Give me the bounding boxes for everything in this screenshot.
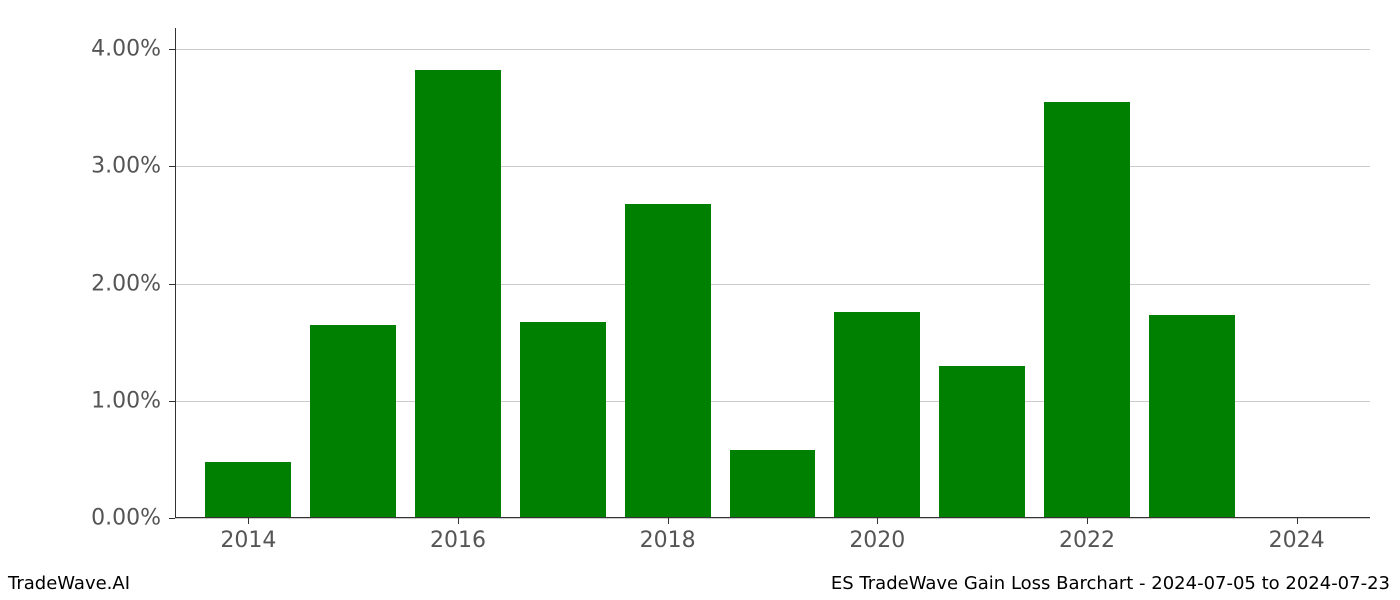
x-tick-label: 2014 bbox=[220, 518, 276, 553]
bar bbox=[520, 322, 606, 518]
y-tick-label: 1.00% bbox=[91, 388, 175, 413]
y-gridline bbox=[175, 518, 1370, 519]
x-tick-label: 2022 bbox=[1059, 518, 1115, 553]
bar bbox=[625, 204, 711, 518]
y-tick-label: 4.00% bbox=[91, 37, 175, 62]
x-tick-label: 2020 bbox=[849, 518, 905, 553]
axis-spine-left bbox=[175, 28, 176, 518]
chart-canvas: 0.00% 1.00% 2.00% 3.00% 4.00% 2014 2016 2018 202… bbox=[0, 0, 1400, 600]
bar bbox=[205, 462, 291, 518]
footer-left-text: TradeWave.AI bbox=[8, 573, 130, 594]
bar bbox=[415, 70, 501, 518]
y-tick-label: 0.00% bbox=[91, 506, 175, 531]
bar bbox=[834, 312, 920, 518]
axis-spine-bottom bbox=[175, 517, 1370, 518]
y-tick-label: 3.00% bbox=[91, 154, 175, 179]
bar bbox=[310, 325, 396, 518]
bar bbox=[1149, 315, 1235, 518]
x-tick-label: 2016 bbox=[430, 518, 486, 553]
plot-area: 0.00%1.00%2.00%3.00%4.00%201420162018202… bbox=[175, 28, 1370, 518]
x-tick-label: 2024 bbox=[1269, 518, 1325, 553]
x-tick-label: 2018 bbox=[640, 518, 696, 553]
y-gridline bbox=[175, 49, 1370, 50]
y-gridline bbox=[175, 166, 1370, 167]
bar bbox=[1044, 102, 1130, 518]
y-gridline bbox=[175, 284, 1370, 285]
bar bbox=[939, 366, 1025, 518]
y-tick-label: 2.00% bbox=[91, 271, 175, 296]
bar bbox=[730, 450, 816, 518]
footer-right-text: ES TradeWave Gain Loss Barchart - 2024-0… bbox=[831, 573, 1390, 594]
